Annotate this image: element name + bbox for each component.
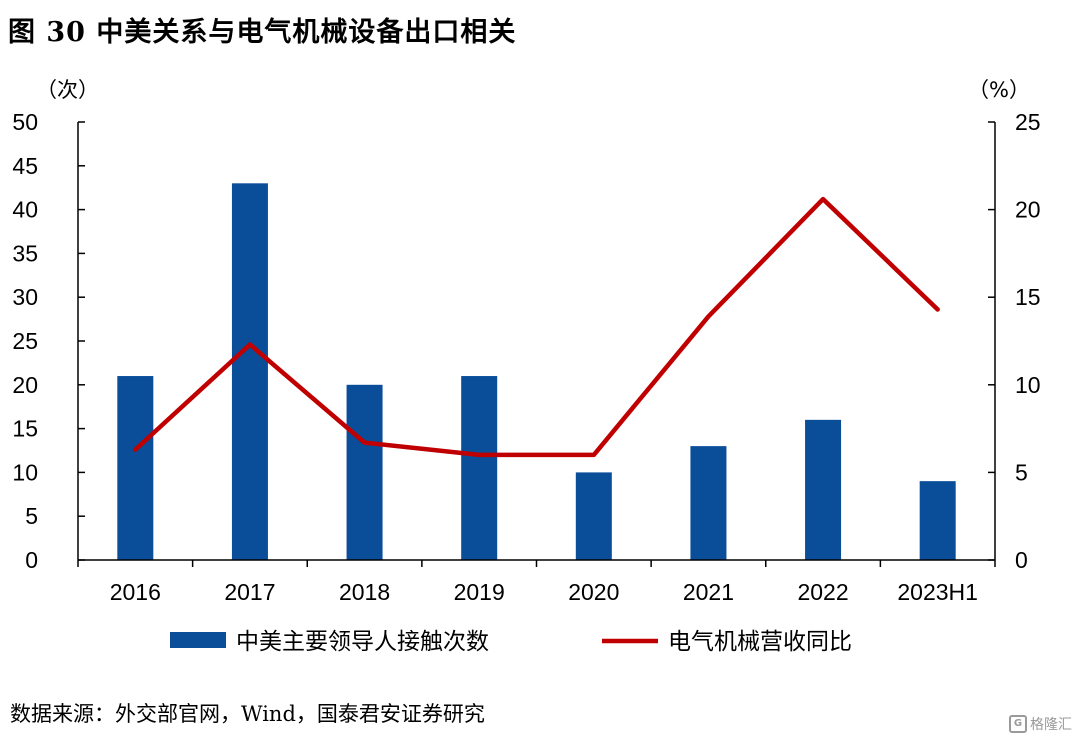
bar-2021 [690,446,727,560]
bar-2020 [575,472,612,560]
bar-2019 [461,376,498,560]
x-tick-label: 2022 [797,579,848,605]
page-title: 图 30 中美关系与电气机械设备出口相关 [8,17,517,48]
left-tick-label: 0 [25,547,38,573]
left-tick-label: 40 [12,197,38,223]
right-tick-label: 15 [1015,284,1041,310]
left-tick-label: 20 [12,372,38,398]
bar-2023H1 [919,481,956,560]
bar-2016 [117,376,154,560]
left-tick-label: 45 [12,153,38,179]
x-tick-label: 2023H1 [897,579,978,605]
watermark: G 格隆汇 [1009,714,1072,734]
legend-label-bar: 中美主要领导人接触次数 [236,629,489,655]
x-tick-label: 2017 [224,579,275,605]
left-tick-label: 25 [12,328,38,354]
x-tick-label: 2016 [110,579,161,605]
left-tick-label: 50 [12,109,38,135]
x-tick-label: 2020 [568,579,619,605]
chart: 0 5 10 15 20 25 30 35 40 45 50 0 5 10 15 20 25 2016 2017 20… [12,78,1040,655]
left-tick-label: 30 [12,284,38,310]
left-tick-label: 5 [25,503,38,529]
right-tick-label: 5 [1015,459,1028,485]
left-tick-label: 35 [12,240,38,266]
bar-2017 [231,183,268,560]
line-series [133,196,940,458]
tick-labels: 0 5 10 15 20 25 30 35 40 45 50 0 5 10 15 20 25 2016 2017 20… [12,78,1040,605]
source-note: 数据来源：外交部官网，Wind，国泰君安证券研究 [10,702,485,726]
line-electrical-machinery [133,196,940,458]
right-tick-label: 25 [1015,109,1041,135]
right-tick-label: 20 [1015,197,1041,223]
right-tick-label: 10 [1015,372,1041,398]
watermark-text: 格隆汇 [1030,717,1072,733]
bar-2022 [805,419,842,560]
legend-swatch-bar [170,632,226,648]
legend-label-line: 电气机械营收同比 [668,629,852,655]
right-axis-unit: （%） [968,78,1030,102]
bar-2018 [346,384,383,560]
x-tick-label: 2018 [339,579,390,605]
axes [77,121,996,567]
legend: 中美主要领导人接触次数 电气机械营收同比 [170,629,852,655]
watermark-logo-icon: G [1009,715,1027,733]
x-tick-label: 2021 [683,579,734,605]
right-tick-label: 0 [1015,547,1028,573]
left-axis-unit: （次） [36,78,99,102]
left-tick-label: 10 [12,459,38,485]
bar-series [117,183,956,560]
left-tick-label: 15 [12,416,38,442]
x-tick-label: 2019 [454,579,505,605]
